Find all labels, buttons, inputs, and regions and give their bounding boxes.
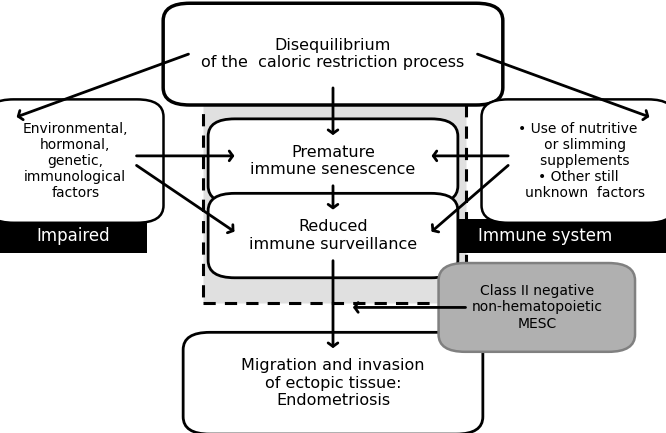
Text: Class II negative
non-hematopoietic
MESC: Class II negative non-hematopoietic MESC	[472, 284, 602, 331]
FancyBboxPatch shape	[438, 263, 635, 352]
FancyBboxPatch shape	[163, 3, 503, 105]
Bar	[0, 219, 147, 253]
Text: Immune system: Immune system	[478, 227, 613, 245]
Text: Disequilibrium
of the  caloric restriction process: Disequilibrium of the caloric restrictio…	[201, 38, 465, 70]
Text: Premature
immune senescence: Premature immune senescence	[250, 145, 416, 177]
FancyBboxPatch shape	[482, 100, 666, 223]
Text: Impaired: Impaired	[37, 227, 110, 245]
Text: • Use of nutritive
   or slimming
   supplements
• Other still
   unknown  facto: • Use of nutritive or slimming supplemen…	[511, 122, 645, 200]
Text: Migration and invasion
of ectopic tissue:
Endometriosis: Migration and invasion of ectopic tissue…	[241, 358, 425, 408]
FancyBboxPatch shape	[208, 119, 458, 204]
FancyBboxPatch shape	[208, 193, 458, 278]
FancyBboxPatch shape	[203, 97, 466, 303]
Bar	[425, 219, 666, 253]
FancyBboxPatch shape	[0, 100, 164, 223]
Text: Reduced
immune surveillance: Reduced immune surveillance	[249, 220, 417, 252]
Text: Environmental,
hormonal,
genetic,
immunological
factors: Environmental, hormonal, genetic, immuno…	[23, 122, 128, 200]
FancyBboxPatch shape	[183, 333, 483, 433]
